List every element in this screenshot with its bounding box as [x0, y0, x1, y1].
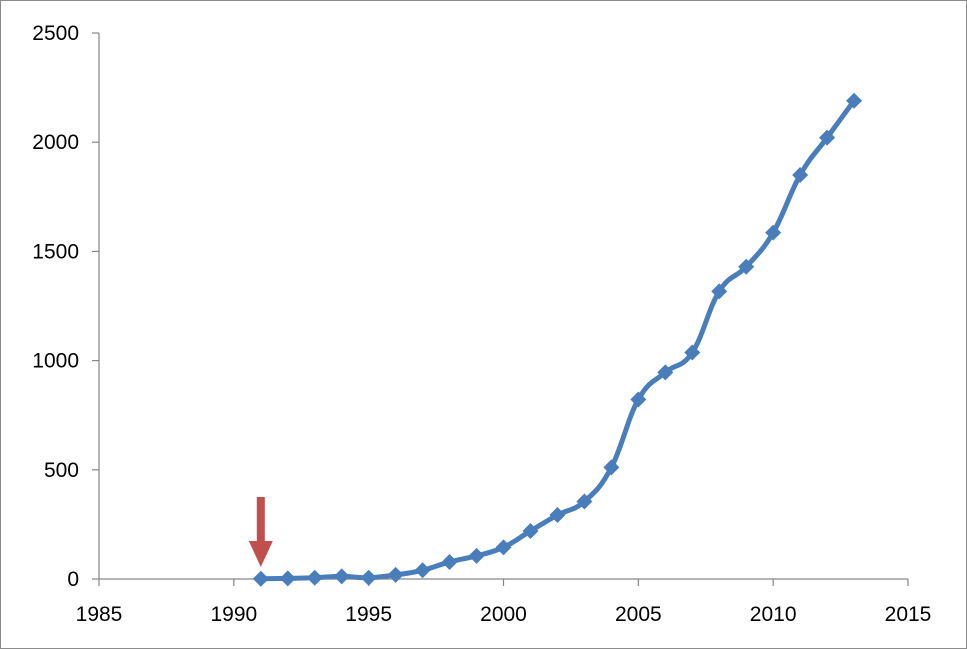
x-tick-label: 1995	[345, 603, 392, 626]
red-arrow-icon	[248, 497, 273, 567]
y-tick-label: 0	[67, 568, 79, 591]
data-point	[765, 224, 782, 241]
data-point	[306, 569, 323, 586]
data-point	[441, 553, 458, 570]
data-point	[657, 364, 674, 381]
x-tick-label: 2015	[885, 603, 932, 626]
y-tick-label: 500	[44, 459, 79, 482]
data-point	[711, 283, 728, 300]
data-point	[792, 166, 809, 183]
y-tick-label: 2000	[32, 131, 79, 154]
axes	[92, 32, 909, 586]
data-point	[684, 344, 701, 361]
data-point	[387, 566, 404, 583]
data-point	[333, 568, 350, 585]
series-layer	[252, 92, 863, 587]
data-point	[846, 92, 863, 109]
data-point	[603, 459, 620, 476]
y-tick-label: 2500	[32, 22, 79, 45]
x-tick-label: 2005	[615, 603, 662, 626]
x-tick-label: 1985	[76, 603, 123, 626]
data-point	[252, 570, 269, 587]
y-tick-label: 1500	[32, 240, 79, 263]
data-point	[738, 258, 755, 275]
data-point	[360, 569, 377, 586]
x-tick-label: 2010	[750, 603, 797, 626]
y-tick-label: 1000	[32, 350, 79, 373]
data-point	[279, 570, 296, 587]
data-point	[495, 539, 512, 556]
data-point	[522, 522, 539, 539]
data-point	[630, 391, 647, 408]
data-point	[549, 507, 566, 524]
annotations	[248, 497, 273, 567]
data-point	[414, 562, 431, 579]
data-point	[576, 493, 593, 510]
arrow-head	[248, 541, 273, 567]
arrow-shaft	[256, 497, 265, 542]
data-point	[819, 129, 836, 146]
data-point	[468, 547, 485, 564]
tick-labels: 0 500 1000 1500 2000 2500 1985 1990 1995 2000 2005…	[32, 22, 931, 626]
x-tick-label: 1990	[210, 603, 257, 626]
x-tick-label: 2000	[480, 603, 527, 626]
